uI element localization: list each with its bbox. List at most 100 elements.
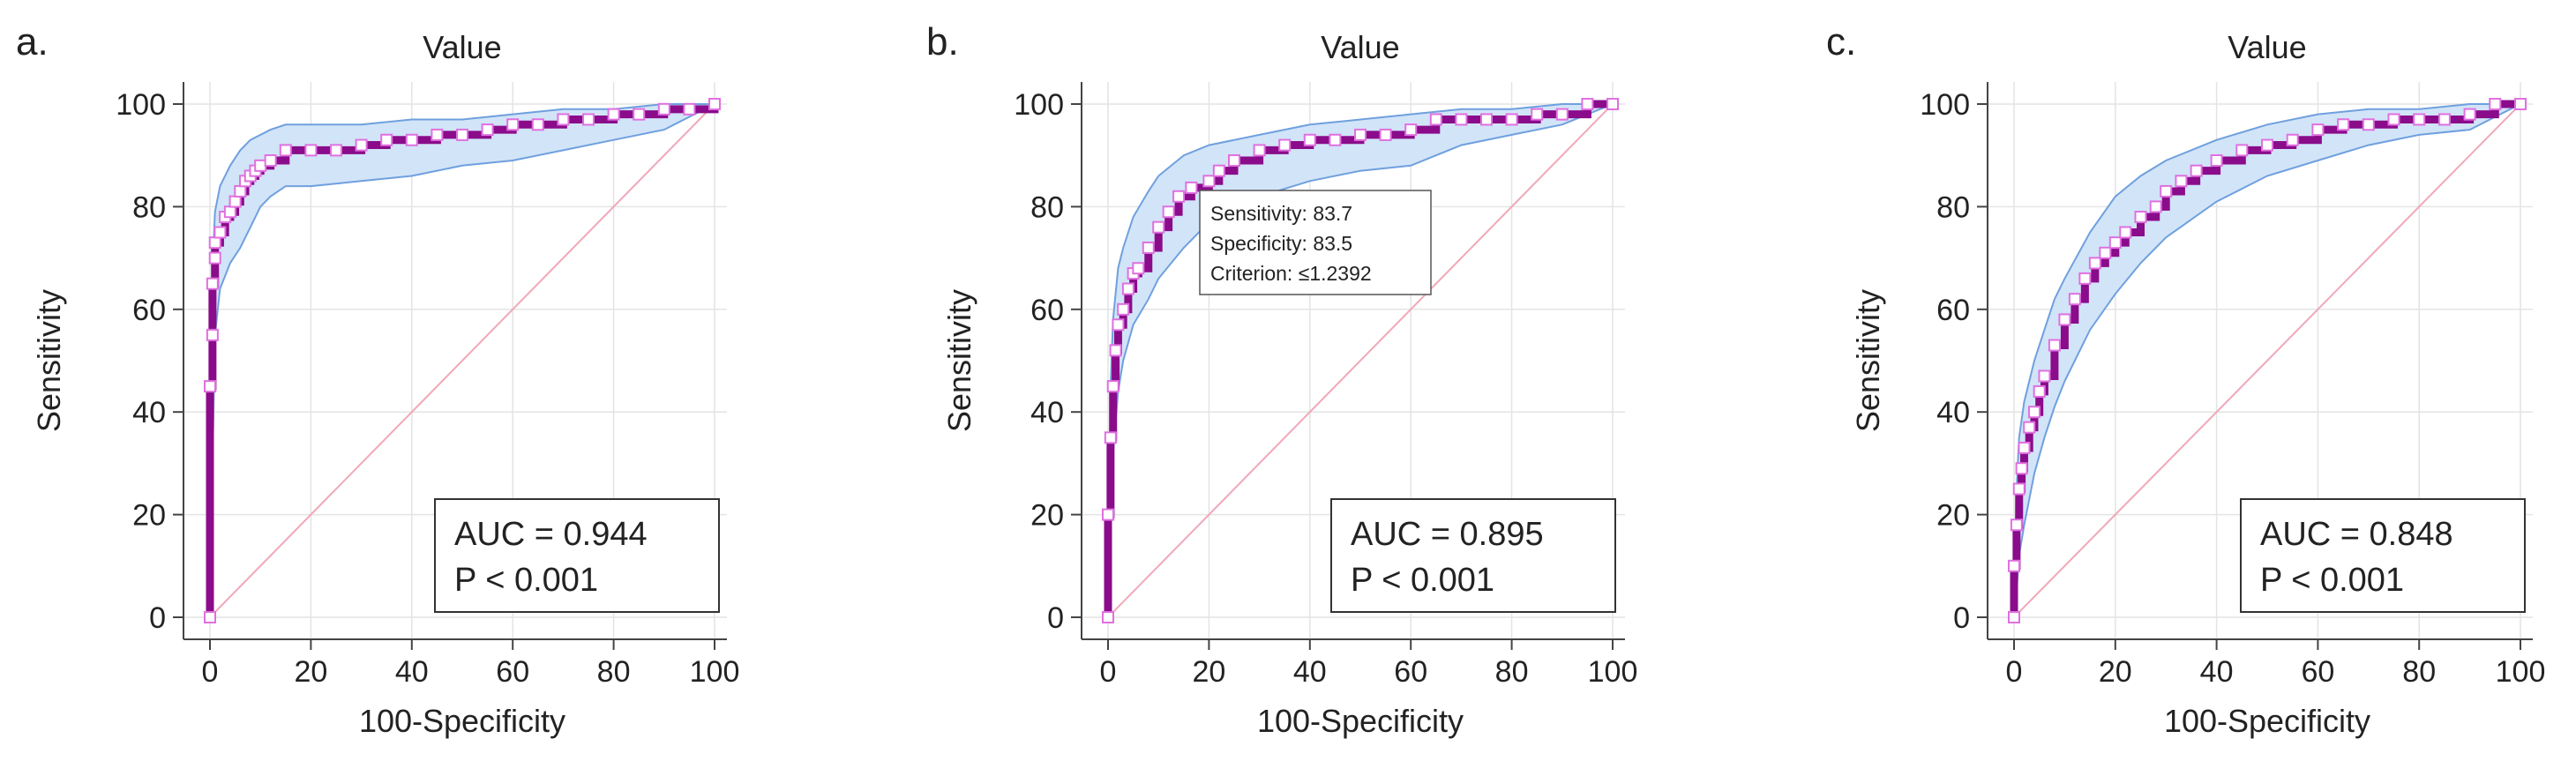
roc-panel-a: 0 20 40 60 80 100 0 20 40 60 80 100 a. Value 100-Speci… bbox=[16, 20, 739, 739]
roc-point bbox=[1354, 128, 1367, 141]
roc-point bbox=[2018, 441, 2031, 454]
x-tick-label: 20 bbox=[1192, 655, 1225, 689]
roc-point bbox=[1202, 175, 1216, 188]
roc-point bbox=[1102, 508, 1114, 521]
roc-point bbox=[213, 226, 227, 239]
roc-point bbox=[355, 138, 368, 152]
x-tick-label: 40 bbox=[2200, 655, 2234, 689]
tooltip-criterion: Criterion: ≤1.2392 bbox=[1210, 262, 1372, 285]
y-tick-label: 0 bbox=[149, 601, 166, 635]
x-tick-label: 0 bbox=[1100, 655, 1117, 689]
roc-point bbox=[481, 123, 494, 137]
roc-point bbox=[1132, 262, 1145, 275]
reference-line bbox=[209, 103, 715, 618]
panel-label: b. bbox=[926, 20, 959, 63]
roc-point bbox=[2437, 113, 2451, 126]
roc-point bbox=[683, 102, 696, 116]
roc-point bbox=[2514, 98, 2527, 110]
roc-point bbox=[431, 128, 444, 141]
x-tick-label: 0 bbox=[202, 655, 219, 689]
roc-point bbox=[1172, 190, 1186, 203]
roc-point bbox=[204, 611, 216, 623]
ci-lower-line bbox=[209, 103, 715, 618]
roc-point bbox=[304, 144, 318, 157]
panel-label: c. bbox=[1826, 20, 1856, 63]
roc-point bbox=[1329, 133, 1342, 146]
reference-line bbox=[2013, 103, 2521, 618]
x-tick-label: 100 bbox=[2496, 655, 2546, 689]
ci-lower-line bbox=[2013, 103, 2521, 618]
roc-point bbox=[223, 205, 236, 219]
roc-point bbox=[1185, 181, 1198, 194]
roc-point bbox=[208, 236, 221, 250]
roc-point bbox=[1106, 380, 1120, 393]
roc-point bbox=[1104, 431, 1117, 444]
y-tick-label: 40 bbox=[1936, 396, 1970, 429]
roc-point bbox=[2012, 482, 2026, 496]
tooltip-sensitivity: Sensitivity: 83.7 bbox=[1210, 202, 1352, 225]
roc-point bbox=[1121, 282, 1134, 295]
x-tick-label: 60 bbox=[496, 655, 529, 689]
roc-point bbox=[2149, 200, 2162, 213]
roc-point bbox=[206, 328, 219, 341]
y-tick-label: 80 bbox=[1936, 190, 1970, 224]
roc-point bbox=[2413, 113, 2426, 126]
roc-point bbox=[1455, 113, 1468, 126]
x-axis-label: 100-Specificity bbox=[1257, 703, 1464, 739]
roc-point bbox=[2048, 339, 2061, 352]
y-tick-label: 60 bbox=[1030, 294, 1064, 327]
chart-title: Value bbox=[1321, 29, 1399, 65]
x-tick-label: 80 bbox=[597, 655, 631, 689]
x-tick-label: 100 bbox=[690, 655, 740, 689]
chart-title: Value bbox=[423, 29, 501, 65]
y-tick-label: 80 bbox=[1030, 190, 1064, 224]
roc-point bbox=[234, 184, 247, 198]
roc-point bbox=[582, 113, 595, 126]
roc-point bbox=[2286, 133, 2299, 146]
y-tick-label: 0 bbox=[1953, 601, 1970, 635]
roc-point bbox=[1102, 611, 1114, 623]
x-tick-label: 40 bbox=[1293, 655, 1327, 689]
roc-point bbox=[380, 133, 393, 146]
y-tick-label: 20 bbox=[132, 499, 166, 533]
roc-point bbox=[2190, 164, 2203, 177]
y-axis-label: Sensitivity bbox=[941, 289, 977, 432]
x-tick-label: 80 bbox=[1495, 655, 1529, 689]
roc-point bbox=[506, 118, 520, 131]
tooltip-specificity: Specificity: 83.5 bbox=[1210, 232, 1352, 255]
roc-point bbox=[1379, 128, 1392, 141]
roc-point bbox=[708, 98, 721, 110]
roc-point bbox=[405, 133, 418, 146]
roc-point bbox=[1404, 123, 1418, 137]
roc-point bbox=[204, 380, 216, 393]
roc-point bbox=[254, 159, 267, 172]
roc-point bbox=[1212, 164, 1225, 177]
y-tick-label: 20 bbox=[1936, 499, 1970, 533]
roc-point bbox=[2175, 175, 2188, 188]
chart-title: Value bbox=[2228, 29, 2306, 65]
roc-point bbox=[2099, 246, 2112, 259]
ci-upper-line bbox=[2013, 103, 2520, 618]
roc-point bbox=[633, 108, 646, 121]
p-value: P < 0.001 bbox=[454, 562, 598, 599]
roc-point bbox=[208, 251, 221, 265]
panel-label: a. bbox=[16, 20, 49, 63]
x-axis-label: 100-Specificity bbox=[2164, 703, 2370, 739]
roc-point bbox=[2261, 138, 2273, 152]
y-tick-label: 100 bbox=[1920, 88, 1970, 122]
auc-box bbox=[434, 498, 720, 613]
y-axis-label: Sensitivity bbox=[31, 289, 67, 432]
x-tick-label: 60 bbox=[2301, 655, 2334, 689]
roc-point bbox=[2311, 123, 2325, 137]
y-tick-label: 60 bbox=[1936, 294, 1970, 327]
roc-point bbox=[1253, 144, 1266, 157]
roc-point bbox=[1606, 98, 1619, 110]
roc-point bbox=[2134, 211, 2147, 224]
roc-point bbox=[206, 277, 219, 290]
roc-point bbox=[456, 128, 468, 141]
roc-point bbox=[2088, 257, 2101, 270]
roc-panel-c: 0 20 40 60 80 100 0 20 40 60 80 100 c. Value 100-Speci… bbox=[1826, 20, 2545, 739]
roc-point bbox=[1555, 108, 1569, 121]
